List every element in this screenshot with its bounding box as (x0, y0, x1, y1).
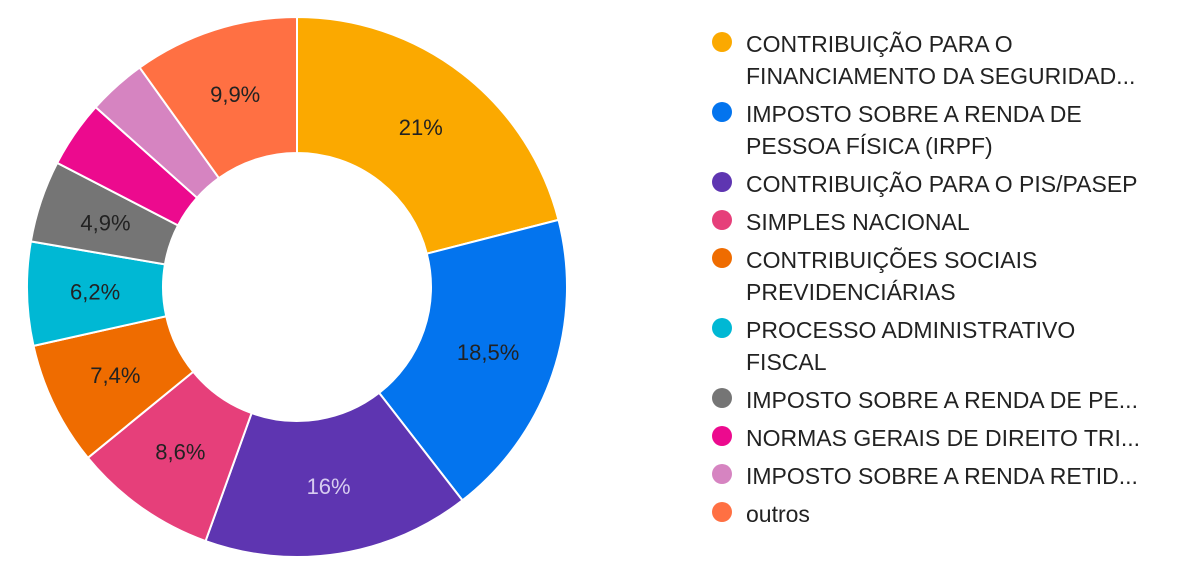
legend-item-9[interactable]: outros (712, 498, 1182, 530)
legend-swatch-2 (712, 172, 732, 192)
legend-label-0: CONTRIBUIÇÃO PARA O FINANCIAMENTO DA SEG… (746, 31, 1136, 89)
legend-swatch-7 (712, 426, 732, 446)
slice-label-6: 4,9% (80, 210, 130, 235)
slice-9[interactable] (138, 15, 298, 180)
legend-label-8: IMPOSTO SOBRE A RENDA RETID... (746, 463, 1138, 489)
slice-label-9: 9,9% (210, 82, 260, 107)
legend-swatch-8 (712, 464, 732, 484)
donut-plot: 21% 18,5% 16% 8,6% 7,4% 6,2% 4,9% 9,9% (26, 15, 568, 558)
legend-label-1: IMPOSTO SOBRE A RENDA DE PESSOA FÍSICA (… (746, 101, 1082, 159)
legend-swatch-9 (712, 502, 732, 522)
legend-label-7: NORMAS GERAIS DE DIREITO TRI... (746, 425, 1141, 451)
slice-label-4: 7,4% (90, 363, 140, 388)
legend-item-8[interactable]: IMPOSTO SOBRE A RENDA RETID... (712, 460, 1182, 492)
legend-item-6[interactable]: IMPOSTO SOBRE A RENDA DE PE... (712, 384, 1182, 416)
slice-1[interactable] (377, 218, 568, 502)
legend-label-3: SIMPLES NACIONAL (746, 209, 970, 235)
legend-label-5: PROCESSO ADMINISTRATIVO FISCAL (746, 317, 1076, 375)
legend-label-6: IMPOSTO SOBRE A RENDA DE PE... (746, 387, 1138, 413)
slice-2[interactable] (204, 391, 464, 558)
slice-label-1: 18,5% (457, 340, 519, 365)
legend-item-2[interactable]: CONTRIBUIÇÃO PARA O PIS/PASEP (712, 168, 1182, 200)
slice-0[interactable] (296, 15, 560, 255)
legend-swatch-1 (712, 102, 732, 122)
legend-item-4[interactable]: CONTRIBUIÇÕES SOCIAIS PREVIDENCIÁRIAS (712, 244, 1182, 308)
legend-item-3[interactable]: SIMPLES NACIONAL (712, 206, 1182, 238)
legend-item-5[interactable]: PROCESSO ADMINISTRATIVO FISCAL (712, 314, 1182, 378)
legend-label-9: outros (746, 501, 810, 527)
slice-label-0: 21% (399, 115, 443, 140)
chart-legend: CONTRIBUIÇÃO PARA O FINANCIAMENTO DA SEG… (712, 28, 1182, 536)
legend-swatch-0 (712, 32, 732, 52)
legend-swatch-5 (712, 318, 732, 338)
slice-label-2: 16% (307, 474, 351, 499)
legend-label-2: CONTRIBUIÇÃO PARA O PIS/PASEP (746, 171, 1138, 197)
slice-label-5: 6,2% (70, 280, 120, 305)
legend-item-7[interactable]: NORMAS GERAIS DE DIREITO TRI... (712, 422, 1182, 454)
legend-item-1[interactable]: IMPOSTO SOBRE A RENDA DE PESSOA FÍSICA (… (712, 98, 1182, 162)
legend-swatch-4 (712, 248, 732, 268)
legend-label-4: CONTRIBUIÇÕES SOCIAIS PREVIDENCIÁRIAS (746, 247, 1038, 305)
legend-item-0[interactable]: CONTRIBUIÇÃO PARA O FINANCIAMENTO DA SEG… (712, 28, 1182, 92)
legend-swatch-6 (712, 388, 732, 408)
legend-swatch-3 (712, 210, 732, 230)
slice-label-3: 8,6% (155, 439, 205, 464)
